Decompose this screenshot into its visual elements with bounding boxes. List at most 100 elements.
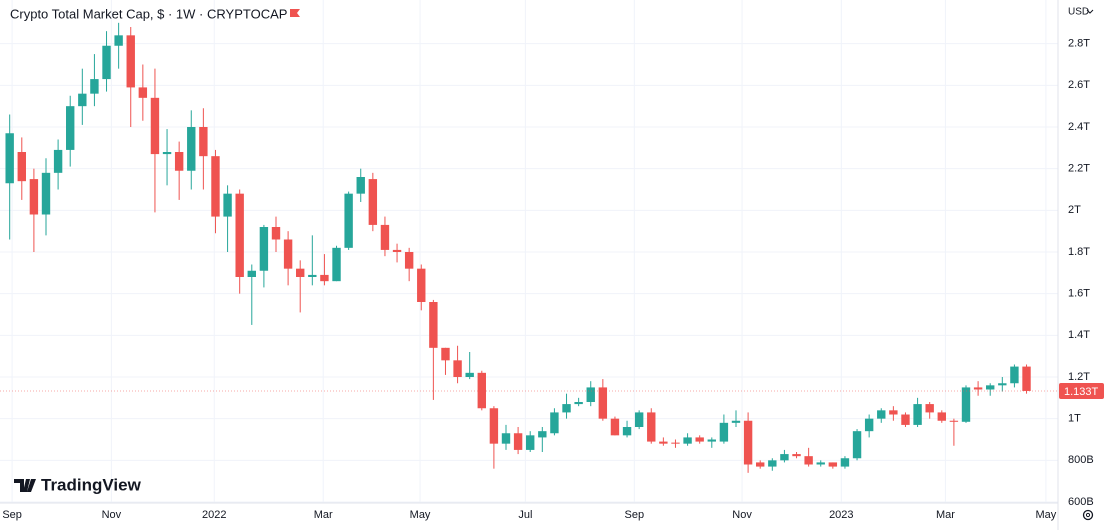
candle-body [150,97,160,155]
candle-body [368,179,378,225]
candle-body [41,172,51,215]
y-tick-label: 800B [1068,454,1094,466]
candle-body [380,224,390,250]
candle-body [828,462,838,467]
candle-body [574,402,583,405]
x-tick-label: Mar [314,509,333,521]
x-tick-label: Sep [625,509,645,521]
candle-body [598,387,608,419]
candle-body [659,441,668,444]
y-tick-label: 1T [1068,413,1081,425]
candle-body [719,422,729,442]
currency-label[interactable]: USD [1068,7,1089,18]
candle-body [804,456,813,465]
candle-body [283,239,293,269]
candle-body [961,387,971,422]
candle-body [271,227,281,240]
candles [5,22,1031,473]
candle-body [223,193,232,217]
candle-body [441,347,450,361]
candle-body [901,414,910,425]
candle-body [17,152,26,182]
candle-body [453,360,462,377]
candle-body [465,372,474,377]
candle-body [187,127,196,171]
candle-body [937,412,946,421]
currency-dropdown[interactable] [1086,9,1094,14]
x-tick-label: Jul [518,509,532,521]
y-tick-label: 2.4T [1068,121,1090,133]
candle-body [634,412,644,427]
candle-body [247,270,256,277]
brand-name: TradingView [41,475,142,494]
candle-body [889,410,898,415]
y-tick-label: 2.6T [1068,79,1090,91]
candle-body [162,152,172,155]
candle-body [90,79,99,94]
candle-body [731,420,741,423]
candle-body [29,179,39,215]
candle-body [586,387,595,402]
candle-body [986,385,995,390]
candle-body [259,227,269,271]
x-tick-label: Nov [732,509,752,521]
candle-body [138,87,148,98]
candle-body [308,274,317,277]
y-tick-label: 2T [1068,204,1081,216]
candle-body [211,156,220,217]
candle-body [320,274,329,282]
y-tick-label: 1.8T [1068,246,1090,258]
x-tick-label: 2022 [202,509,226,521]
candle-body [404,252,414,269]
settings-icon[interactable] [1082,509,1094,521]
candle-body [235,193,244,277]
candle-body [392,249,402,252]
candle-body [780,454,789,461]
settings-gear[interactable] [1082,509,1094,521]
candle-body [647,412,656,442]
candle-body [53,149,63,173]
x-tick-label: May [1036,509,1057,521]
candle-body [199,127,208,157]
candle-body [768,460,777,467]
axes: 600B 800B 1T 1.2T 1.4T 1.6T 1.8T 2T 2.2T 2.4T 2.6T… [0,38,1104,521]
candle-body [707,439,716,442]
candle-body [925,404,934,413]
brand-mark [14,479,36,492]
candle-body [1022,366,1031,391]
candle-body [344,193,353,248]
candle-body [417,268,426,302]
y-tick-label: 2.2T [1068,163,1090,175]
x-tick-label: Sep [2,509,22,521]
candle-body [126,35,135,88]
candle-body [5,133,14,184]
candle-body [562,404,571,413]
candle-body [356,177,365,194]
candle-body [429,302,438,348]
y-tick-label: 1.4T [1068,329,1090,341]
candle-body [332,247,341,282]
candle-body [501,433,511,444]
candle-body [792,454,801,457]
last-price-box [1059,382,1104,399]
candle-body [513,433,523,450]
candle-body [622,427,632,436]
x-tick-label: Nov [102,509,122,521]
flag-icon[interactable] [290,9,300,17]
candle-body [78,93,87,107]
candle-body [973,387,983,390]
y-tick-label: 600B [1068,496,1094,508]
candle-body [1010,366,1019,384]
candle-body [610,418,620,436]
candle-body [683,437,692,444]
candle-body [998,383,1007,386]
candle-body [489,408,499,444]
candle-body [174,152,184,171]
candle-body [671,442,680,444]
chart-title: Crypto Total Market Cap, $ · 1W · CRYPTO… [10,6,287,21]
x-tick-label: 2023 [829,509,853,521]
settings-hub[interactable] [1085,512,1091,518]
y-tick-label: 2.8T [1068,38,1090,50]
